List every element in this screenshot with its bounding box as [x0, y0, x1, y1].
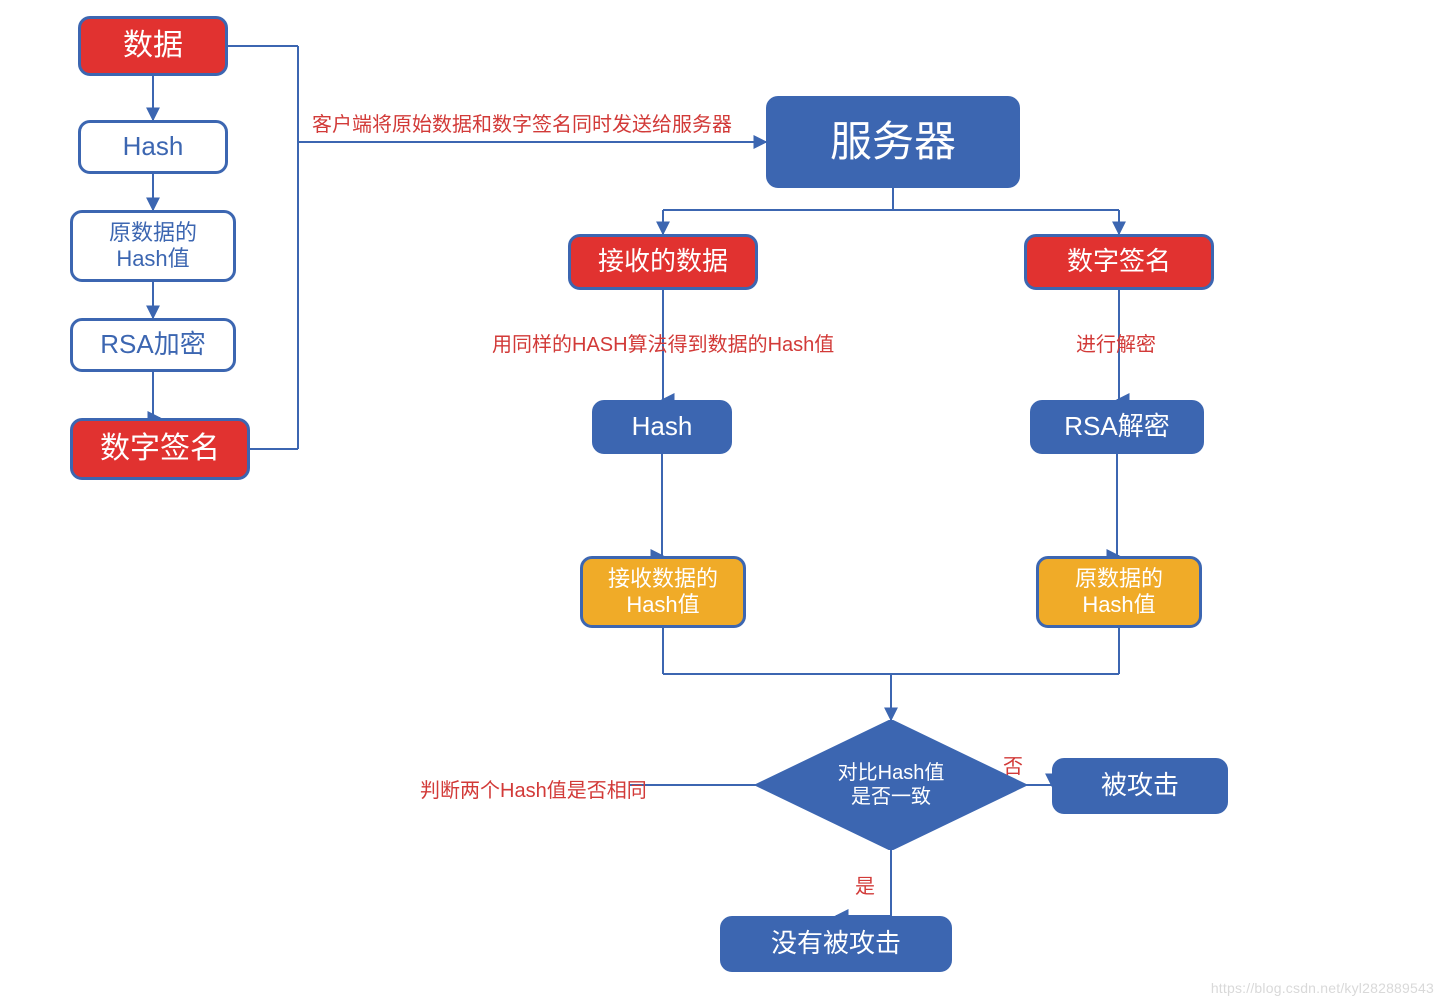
node-n_rsaenc: RSA加密: [70, 318, 236, 372]
annotation-label: 进行解密: [1076, 328, 1156, 357]
annotation-label: 用同样的HASH算法得到数据的Hash值: [492, 328, 834, 357]
annotation-label: 否: [1003, 750, 1023, 779]
node-n_orighash: 原数据的 Hash值: [70, 210, 236, 282]
annotation-label: 判断两个Hash值是否相同: [420, 774, 647, 803]
annotation-label: 是: [855, 870, 875, 899]
node-n_data: 数据: [78, 16, 228, 76]
node-n_orighash2: 原数据的 Hash值: [1036, 556, 1202, 628]
annotation-label: 客户端将原始数据和数字签名同时发送给服务器: [312, 108, 732, 137]
edge: [1026, 785, 1052, 786]
node-n_notattacked: 没有被攻击: [720, 916, 952, 972]
node-n_rsadec: RSA解密: [1030, 400, 1204, 454]
node-n_sig2: 数字签名: [1024, 234, 1214, 290]
node-n_recv: 接收的数据: [568, 234, 758, 290]
node-label: 对比Hash值 是否一致: [838, 761, 945, 809]
node-n_attacked: 被攻击: [1052, 758, 1228, 814]
node-n_sig: 数字签名: [70, 418, 250, 480]
node-n_hash2: Hash: [592, 400, 732, 454]
watermark-text: https://blog.csdn.net/kyl282889543: [1211, 980, 1434, 996]
edge: [153, 372, 160, 418]
node-n_recvhash: 接收数据的 Hash值: [580, 556, 746, 628]
edge: [1117, 454, 1119, 556]
node-n_hash1: Hash: [78, 120, 228, 174]
diamond-node: 对比Hash值 是否一致: [756, 720, 1026, 850]
node-n_server: 服务器: [766, 96, 1020, 188]
edge: [662, 454, 663, 556]
